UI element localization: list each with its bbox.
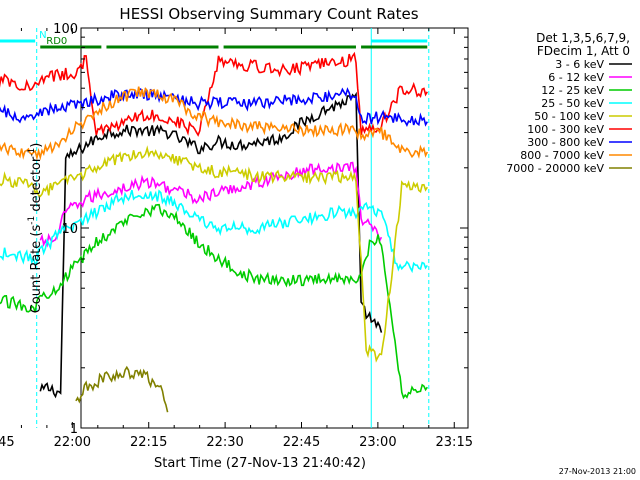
x-tick-label-2: 22:00 — [54, 435, 91, 450]
y-tick-label-3: 100 — [53, 22, 78, 37]
legend-label-50-100-kev: 50 - 100 keV — [534, 110, 604, 123]
x-tick-label-4: 22:30 — [206, 435, 243, 450]
footer-date: 27-Nov-2013 21:00 — [559, 467, 636, 476]
y-axis: 1 10 100 — [53, 22, 468, 437]
series-line-6-12-kev — [39, 161, 383, 248]
legend-label-7000-20000-kev: 7000 - 20000 keV — [506, 162, 604, 175]
x-tick-label-7: 23:15 — [436, 435, 473, 450]
series-line-50-100-kev — [0, 145, 428, 363]
y-axis-label-part3: ) — [29, 143, 44, 148]
x-tick-label-6: 23:00 — [359, 435, 396, 450]
series-line-100-300-kev — [0, 51, 428, 137]
y-tick-label-2: 10 — [61, 222, 78, 237]
x-tick-label-1: 21:45 — [0, 435, 15, 450]
x-tick-label-5: 22:45 — [283, 435, 320, 450]
y-axis-label-part1: Count Rate (s — [29, 225, 44, 314]
legend-label-25-50-kev: 25 - 50 keV — [541, 97, 604, 110]
series-line-12-25-kev — [0, 203, 428, 400]
legend: Det 1,3,5,6,7,9, FDecim 1, Att 0 3 - 6 k… — [506, 31, 632, 175]
state-bar-label-n: N — [39, 30, 46, 41]
series-line-25-50-kev — [0, 189, 428, 274]
legend-header-line1: Det 1,3,5,6,7,9, — [536, 31, 630, 45]
legend-header-line2: FDecim 1, Att 0 — [537, 44, 630, 58]
series-line-300-800-kev — [0, 87, 428, 127]
legend-label-100-300-kev: 100 - 300 keV — [527, 123, 604, 136]
y-axis-label-sup2: -1 — [27, 148, 37, 157]
legend-label-6-12-kev: 6 - 12 keV — [548, 71, 604, 84]
y-tick-label-1: 1 — [70, 422, 78, 437]
series-line-7000-20000-kev — [75, 365, 169, 413]
vertical-marker-lines — [36, 28, 430, 428]
legend-label-300-800-kev: 300 - 800 keV — [527, 136, 604, 149]
series-group — [0, 51, 429, 413]
series-line-800-7000-kev — [0, 86, 429, 161]
y-axis-label-part2: detector — [29, 156, 44, 216]
x-tick-label-3: 22:15 — [130, 435, 167, 450]
series-line-3-6-kev — [39, 91, 383, 399]
legend-label-12-25-kev: 12 - 25 keV — [541, 84, 604, 97]
legend-label-800-7000-kev: 800 - 7000 keV — [520, 149, 604, 162]
chart-title: HESSI Observing Summary Count Rates — [119, 5, 418, 23]
y-axis-label: Count Rate (s-1 detector-1) — [27, 143, 44, 314]
state-bar-label-rd0: RD0 — [46, 36, 67, 47]
legend-label-3-6-kev: 3 - 6 keV — [555, 58, 604, 71]
x-axis: 21:45 22:00 22:15 22:30 22:45 23:00 23:15 — [0, 28, 473, 450]
y-axis-label-sup1: -1 — [27, 216, 37, 225]
x-axis-label: Start Time (27-Nov-13 21:40:42) — [154, 456, 366, 471]
